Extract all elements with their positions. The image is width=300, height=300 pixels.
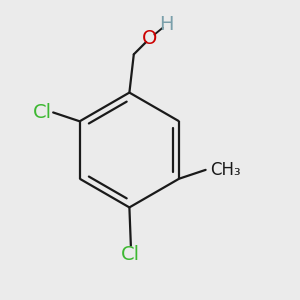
Text: Cl: Cl [33, 103, 52, 122]
Text: Cl: Cl [121, 245, 140, 264]
Text: CH₃: CH₃ [210, 161, 241, 179]
Text: H: H [159, 15, 173, 34]
Text: O: O [142, 28, 158, 48]
